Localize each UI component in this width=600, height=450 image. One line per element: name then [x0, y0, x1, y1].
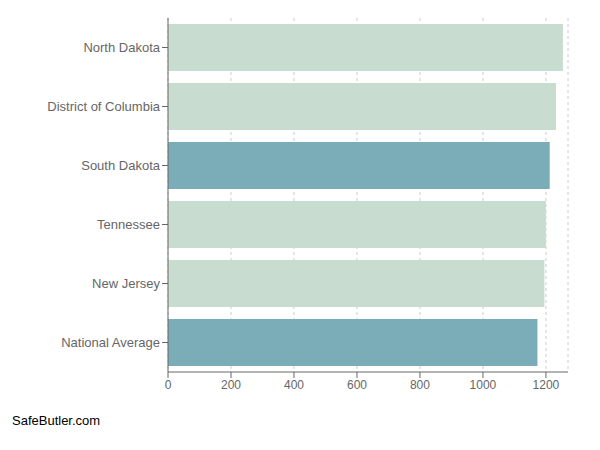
html-text:SafeButler.com: SafeButler.com — [12, 413, 101, 428]
svg-text:200: 200 — [221, 378, 241, 392]
svg-text:National Average: National Average — [61, 335, 160, 350]
svg-text:400: 400 — [284, 378, 304, 392]
svg-text:800: 800 — [410, 378, 430, 392]
svg-text:0: 0 — [165, 378, 172, 392]
svg-text:600: 600 — [347, 378, 367, 392]
svg-text:1200: 1200 — [533, 378, 560, 392]
svg-text:1000: 1000 — [470, 378, 497, 392]
svg-text:New Jersey: New Jersey — [92, 276, 160, 291]
svg-text:North Dakota: North Dakota — [83, 40, 160, 55]
svg-text:District of Columbia: District of Columbia — [47, 99, 160, 114]
svg-text:South Dakota: South Dakota — [81, 158, 161, 173]
svg-text:Tennessee: Tennessee — [97, 217, 160, 232]
